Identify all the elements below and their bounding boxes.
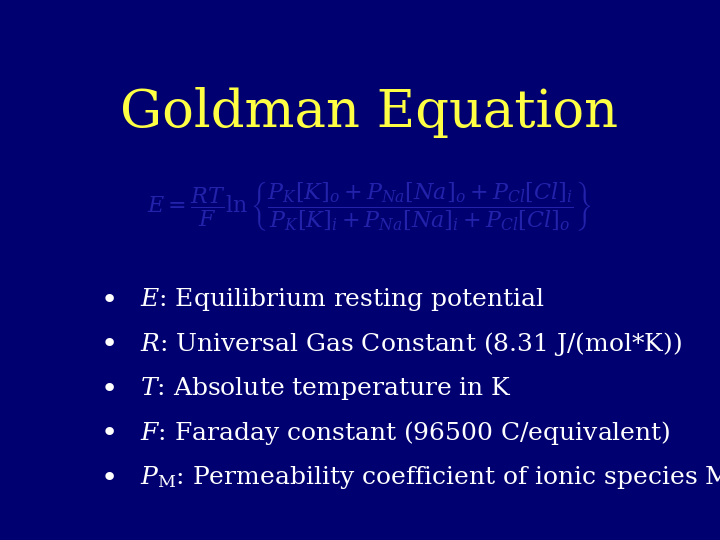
Text: Goldman Equation: Goldman Equation xyxy=(120,87,618,138)
Text: $E = \dfrac{RT}{F} \ln\left\{\dfrac{P_K[K]_o + P_{Na}[Na]_o + P_{Cl}[Cl]_i}{P_K[: $E = \dfrac{RT}{F} \ln\left\{\dfrac{P_K[… xyxy=(147,179,591,233)
Text: •: • xyxy=(101,286,118,314)
Text: $R$: Universal Gas Constant (8.31 J/(mol*K)): $R$: Universal Gas Constant (8.31 J/(mol… xyxy=(140,330,683,358)
Text: $E$: Equilibrium resting potential: $E$: Equilibrium resting potential xyxy=(140,286,545,313)
Text: $T$: Absolute temperature in K: $T$: Absolute temperature in K xyxy=(140,375,512,402)
Text: $P_\mathrm{M}$: Permeability coefficient of ionic species M.: $P_\mathrm{M}$: Permeability coefficient… xyxy=(140,464,720,491)
Text: •: • xyxy=(101,419,118,447)
Text: •: • xyxy=(101,375,118,403)
Text: •: • xyxy=(101,464,118,492)
Text: $F$: Faraday constant (96500 C/equivalent): $F$: Faraday constant (96500 C/equivalen… xyxy=(140,419,671,447)
Text: •: • xyxy=(101,330,118,358)
